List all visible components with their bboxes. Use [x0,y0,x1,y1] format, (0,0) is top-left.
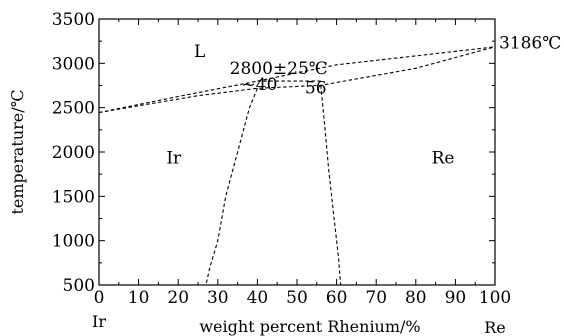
y-tick-label: 2500 [52,99,95,119]
x-tick-label: 90 [445,288,467,308]
rhenium-region-label: Re [432,149,455,169]
composition-40-label: ~40 [242,75,278,95]
iridium-region-label: Ir [166,149,182,169]
x-tick-label: 30 [207,288,229,308]
x-end-label-left: Ir [92,312,106,331]
phase-boundary-line-5 [321,85,341,285]
x-tick-label: 50 [286,288,308,308]
x-tick-label: 20 [167,288,189,308]
rhenium-melting-point-label: 3186℃ [499,33,561,53]
y-tick-label: 500 [63,276,95,296]
x-tick-label: 70 [365,288,387,308]
y-axis-title: temperature/℃ [8,89,27,214]
y-tick-label: 1000 [52,232,95,252]
x-tick-label: 100 [479,288,511,308]
composition-56-label: 56 [305,78,327,98]
y-tick-label: 3500 [52,10,95,30]
x-end-label-right: Re [484,318,506,336]
x-axis-title: weight percent Rhenium/% [199,317,420,336]
x-tick-label: 10 [128,288,150,308]
x-tick-label: 0 [94,288,105,308]
phase-boundary-line-2 [99,47,495,113]
x-tick-label: 80 [405,288,427,308]
phase-boundary-line-4 [206,88,258,285]
y-tick-label: 3000 [52,54,95,74]
liquid-region-label: L [194,42,205,62]
x-tick-label: 60 [326,288,348,308]
y-tick-label: 2000 [52,143,95,163]
y-tick-label: 1500 [52,187,95,207]
x-tick-label: 40 [247,288,269,308]
